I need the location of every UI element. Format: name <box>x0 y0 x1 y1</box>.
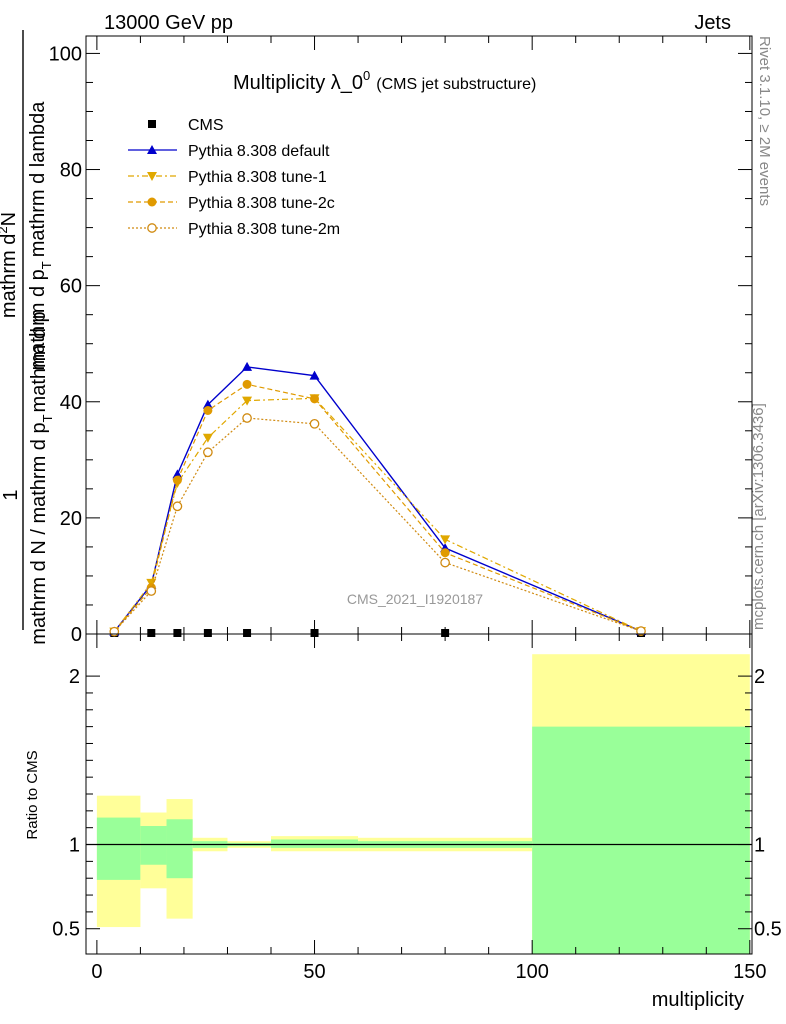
ratio-plot: 0.5 0.5 1 1 2 2 0 50 100 150 Ratio to CMS multip… <box>24 633 782 1011</box>
side-label-rivet: Rivet 3.1.10, ≥ 2M events <box>756 36 773 206</box>
data-point <box>441 629 450 637</box>
data-point <box>636 626 646 636</box>
ratio-y-label: Ratio to CMS <box>24 750 41 839</box>
plot-title-main: Multiplicity λ_0 <box>233 72 363 94</box>
main-y-tick-label: 60 <box>60 276 82 298</box>
data-point <box>203 405 213 415</box>
series-layer <box>109 361 646 637</box>
ratio-y-tick-label: 2 <box>69 666 80 688</box>
y-label-top-denom-sub: T <box>39 261 54 269</box>
series-line <box>113 366 642 633</box>
data-point <box>202 433 213 443</box>
data-point <box>242 361 253 371</box>
data-point <box>172 501 183 512</box>
y-label-denom-b: mathrm d p <box>28 311 50 412</box>
data-point <box>310 394 320 404</box>
main-y-axis-label: 1 mathrm d2N mathrm d pTmathrm d lambda … <box>0 30 55 645</box>
legend-label: CMS <box>188 117 224 134</box>
legend-label: Pythia 8.308 tune-2m <box>188 221 340 238</box>
main-y-tick-label: 80 <box>60 160 82 182</box>
y-label-numerator-two-b: N <box>0 212 20 226</box>
plot-title: Multiplicity λ_00 (CMS jet substructure) <box>233 68 536 94</box>
main-y-axis: 0 20 40 60 80 100 <box>49 43 752 646</box>
legend-marker <box>147 197 157 207</box>
data-point <box>203 629 212 637</box>
data-point <box>242 413 252 423</box>
ratio-x-axis: 0 50 100 150 <box>91 634 767 983</box>
plot-title-sup: 0 <box>363 68 370 83</box>
y-label-numerator-two-a: mathrm d <box>0 234 20 318</box>
ratio-band-stat <box>96 817 141 880</box>
main-plot-frame <box>85 35 753 635</box>
data-point <box>242 379 252 389</box>
ratio-y-tick-label: 0.5 <box>52 919 80 941</box>
data-point <box>172 475 182 485</box>
legend-label: Pythia 8.308 tune-1 <box>188 169 327 186</box>
header-left: 13000 GeV pp <box>104 12 233 34</box>
ratio-y-tick-label: 1 <box>69 835 80 857</box>
data-point <box>146 586 157 596</box>
y-label-denominator: mathrm d N / mathrm d pTmathrm d p <box>28 311 55 644</box>
legend-marker <box>147 223 157 233</box>
ratio-y-tick-label-right: 0.5 <box>754 919 782 941</box>
main-y-tick-label: 20 <box>60 508 82 530</box>
data-point <box>203 447 213 458</box>
legend-label: Pythia 8.308 default <box>188 143 330 160</box>
data-point <box>243 629 252 637</box>
side-label-mcplots: mcplots.cern.ch [arXiv:1306.3436] <box>750 403 767 630</box>
series-0 <box>110 629 645 637</box>
data-point <box>309 370 320 380</box>
legend: CMS Pythia 8.308 default Pythia 8.308 tune… <box>128 117 340 238</box>
series-line <box>113 397 642 633</box>
y-label-top-denominator: mathrm d pTmathrm d lambda <box>27 101 54 371</box>
y-label-top-denom-b: mathrm d lambda <box>27 101 49 257</box>
header-right: Jets <box>694 12 731 34</box>
plot-title-note: (CMS jet substructure) <box>376 76 536 93</box>
main-y-tick-label: 0 <box>71 624 82 646</box>
series-line <box>113 417 642 633</box>
data-point <box>310 629 319 637</box>
x-tick-label: 100 <box>515 961 548 983</box>
y-label-numerator-two-sup: 2 <box>0 226 10 233</box>
y-label-denom-sub: T <box>40 414 55 422</box>
legend-marker <box>147 145 157 154</box>
data-point <box>440 535 451 545</box>
data-point <box>172 469 183 479</box>
x-tick-label: 50 <box>303 961 325 983</box>
data-point <box>242 396 253 406</box>
legend-marker <box>148 120 156 128</box>
ratio-band-stat <box>140 826 167 865</box>
x-tick-label: 0 <box>91 961 102 983</box>
data-point <box>440 557 450 568</box>
legend-label: Pythia 8.308 tune-2c <box>188 195 335 212</box>
y-label-top-denom-a: mathrm d p <box>27 269 49 370</box>
series-4 <box>109 413 646 637</box>
y-label-numerator-two: mathrm d2N <box>0 212 20 318</box>
watermark: CMS_2021_I1920187 <box>347 591 483 607</box>
x-axis-label: multiplicity <box>652 989 744 1011</box>
y-label-denom-a: mathrm d N / mathrm d p <box>28 422 50 644</box>
data-point <box>173 629 182 637</box>
ratio-band-stat <box>271 839 359 848</box>
ratio-band-stat <box>532 726 750 954</box>
legend-marker <box>147 172 157 181</box>
data-point <box>109 626 120 637</box>
y-label-numerator-one: 1 <box>0 489 22 500</box>
data-point <box>309 418 320 429</box>
main-y-tick-label: 100 <box>49 43 82 65</box>
series-line <box>113 383 642 633</box>
data-point <box>147 629 156 637</box>
ratio-y-axis: 0.5 0.5 1 1 2 2 <box>52 666 782 941</box>
ratio-y-tick-label-right: 2 <box>754 666 765 688</box>
x-tick-label: 150 <box>733 961 766 983</box>
ratio-bands <box>96 654 750 954</box>
data-point <box>202 399 213 409</box>
main-y-tick-label: 40 <box>60 392 82 414</box>
ratio-y-tick-label-right: 1 <box>754 835 765 857</box>
ratio-band-stat <box>166 819 193 879</box>
data-point <box>440 548 450 558</box>
